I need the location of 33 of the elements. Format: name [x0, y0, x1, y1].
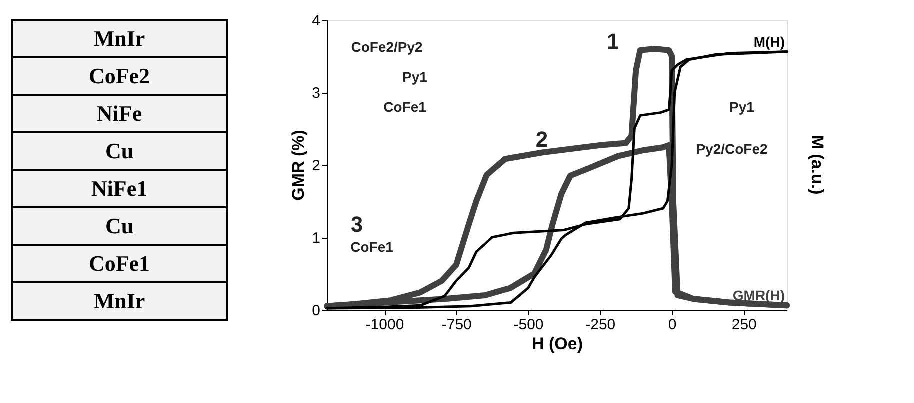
annotation: CoFe2/Py2: [351, 39, 424, 55]
text: CoFe1: [88, 250, 150, 276]
text: Cu: [105, 138, 134, 164]
text: MnIr: [94, 288, 146, 314]
y-tick-label: 1: [312, 230, 320, 247]
x-tick-label: -500: [514, 316, 544, 334]
x-tick-label: -750: [442, 316, 472, 334]
text: NiFe1: [91, 176, 148, 201]
annotation: CoFe1: [350, 239, 394, 255]
annotation: 3: [350, 212, 364, 237]
y-tick-label: 2: [312, 158, 320, 174]
x-axis-title: H (Oe): [532, 334, 583, 354]
text: CoFe2: [88, 63, 150, 88]
y-tick-label: 3: [312, 85, 320, 102]
annotation: Py2/CoFe2: [696, 141, 768, 157]
annotation: CoFe1: [384, 99, 427, 115]
x-tick-label: -250: [586, 316, 616, 334]
y-tick-label: 0: [312, 302, 320, 320]
annotation: 1: [606, 29, 620, 54]
annotation: 2: [536, 127, 548, 152]
y2-axis-title: M (a.u.): [808, 135, 827, 195]
text: NiFe: [96, 100, 142, 126]
x-tick-label: 0: [668, 316, 677, 334]
series-label: GMR(H): [732, 288, 785, 304]
series-label: M(H): [754, 34, 785, 50]
x-tick-label: -1000: [366, 316, 404, 334]
text: MnIr: [94, 26, 146, 51]
text: Cu: [105, 213, 134, 238]
y-axis-title: GMR (%): [289, 130, 308, 201]
y-tick-label: 4: [312, 12, 320, 30]
x-tick-label: 250: [732, 316, 757, 334]
annotation: Py1: [730, 99, 755, 115]
annotation: Py1: [402, 69, 428, 85]
